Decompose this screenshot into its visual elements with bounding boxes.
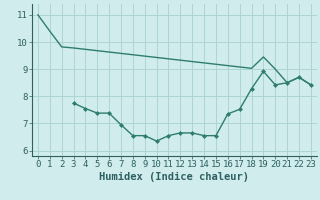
X-axis label: Humidex (Indice chaleur): Humidex (Indice chaleur) xyxy=(100,172,249,182)
